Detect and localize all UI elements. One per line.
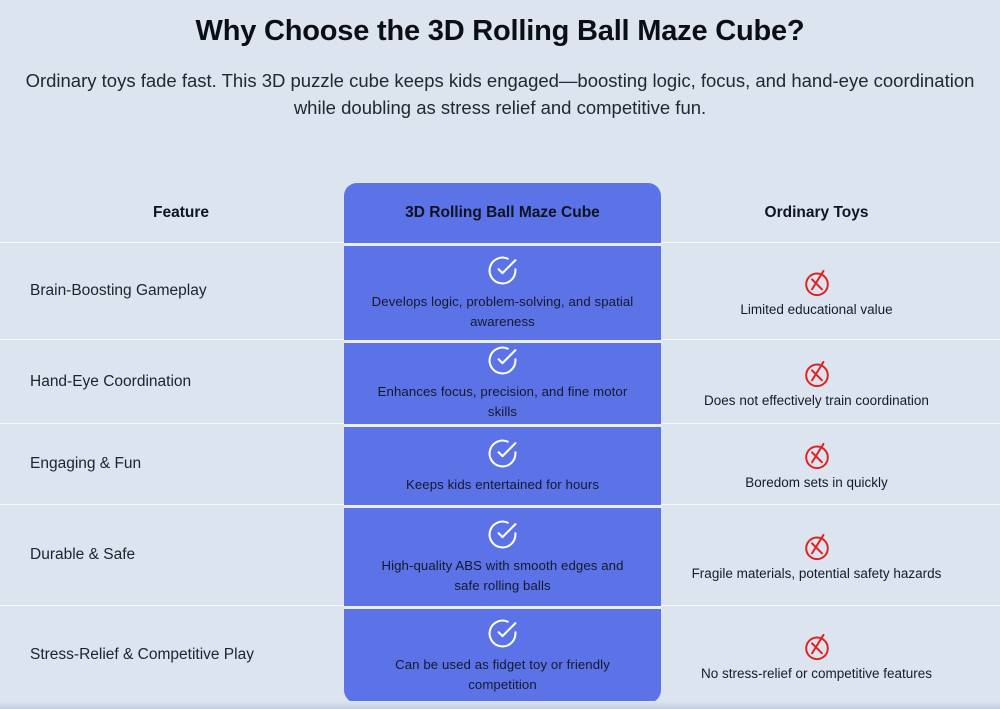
ordinary-cell-text: Limited educational value (740, 302, 893, 318)
section-bottom-shadow (0, 701, 1000, 709)
check-circle-icon (487, 255, 518, 286)
product-cell-text: Develops logic, problem-solving, and spa… (371, 293, 634, 329)
page-title: Why Choose the 3D Rolling Ball Maze Cube… (195, 15, 805, 47)
column-header-ordinary: Ordinary Toys (661, 183, 1000, 243)
x-circle-icon (802, 435, 832, 471)
table-row: Durable & Safe High-quality ABS with smo… (0, 505, 1000, 606)
check-circle-icon (487, 345, 518, 376)
product-cell: High-quality ABS with smooth edges and s… (344, 505, 661, 606)
column-header-product: 3D Rolling Ball Maze Cube (344, 183, 661, 243)
x-circle-icon (802, 626, 832, 662)
ordinary-cell: No stress-relief or competitive features (661, 606, 1000, 703)
feature-label: Durable & Safe (0, 505, 344, 606)
feature-label: Stress-Relief & Competitive Play (30, 645, 254, 663)
product-cell-text: Keeps kids entertained for hours (405, 476, 600, 492)
ordinary-cell-text: Boredom sets in quickly (745, 475, 888, 491)
ordinary-cell-text: No stress-relief or competitive features (700, 665, 933, 681)
table-row: Brain-Boosting Gameplay Develops logic, … (0, 243, 1000, 340)
x-circle-icon (802, 526, 832, 562)
table-row: Stress-Relief & Competitive Play Can be … (0, 606, 1000, 703)
check-circle-icon (487, 519, 518, 550)
product-cell-text: Can be used as fidget toy or friendly co… (395, 656, 610, 692)
product-cell-text: Enhances focus, precision, and fine moto… (377, 384, 628, 419)
feature-label: Brain-Boosting Gameplay (0, 243, 344, 340)
product-cell: Develops logic, problem-solving, and spa… (344, 243, 661, 340)
table-row: Engaging & Fun Keeps kids entertained fo… (0, 424, 1000, 505)
product-cell: Can be used as fidget toy or friendly co… (344, 606, 661, 703)
product-cell: Enhances focus, precision, and fine moto… (344, 340, 661, 424)
table-header-row: Feature 3D Rolling Ball Maze Cube Ordina… (0, 183, 1000, 243)
feature-label: Hand-Eye Coordination (0, 340, 344, 424)
ordinary-cell: Fragile materials, potential safety haza… (661, 505, 1000, 606)
ordinary-cell-text: Fragile materials, potential safety haza… (691, 566, 942, 582)
feature-label: Engaging & Fun (0, 424, 344, 505)
product-cell-text: High-quality ABS with smooth edges and s… (381, 557, 624, 593)
comparison-table: Feature 3D Rolling Ball Maze Cube Ordina… (0, 183, 1000, 703)
product-cell: Keeps kids entertained for hours (344, 424, 661, 505)
check-circle-icon (487, 618, 518, 649)
table-row: Hand-Eye Coordination Enhances focus, pr… (0, 340, 1000, 424)
ordinary-cell-text: Does not effectively train coordination (704, 392, 929, 408)
check-circle-icon (487, 438, 518, 469)
x-circle-icon (802, 262, 832, 298)
page-subtitle: Ordinary toys fade fast. This 3D puzzle … (25, 70, 975, 119)
x-circle-icon (802, 353, 832, 389)
column-header-feature: Feature (0, 183, 344, 243)
ordinary-cell: Does not effectively train coordination (661, 340, 1000, 424)
ordinary-cell: Boredom sets in quickly (661, 424, 1000, 505)
ordinary-cell: Limited educational value (661, 243, 1000, 340)
